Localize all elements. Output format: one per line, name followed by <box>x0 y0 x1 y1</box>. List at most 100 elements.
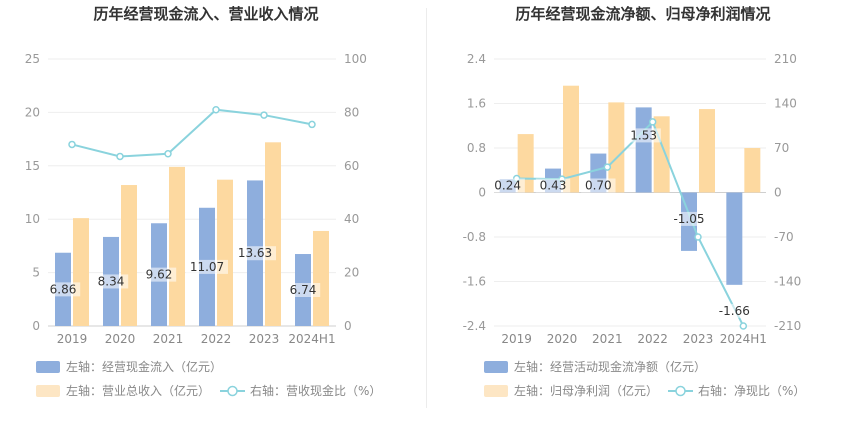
chart2-legend-netcf: 左轴：经营活动现金流净额（亿元） <box>514 359 706 374</box>
chart2-x-tick-label: 2020 <box>547 332 578 346</box>
chart1-data-label: 13.63 <box>238 246 272 260</box>
chart2-left-tick-label: 2.4 <box>467 52 486 66</box>
chart1-x-tick-label: 2021 <box>153 332 184 346</box>
chart2-legend-ratio: 右轴：净现比（%） <box>698 383 805 398</box>
chart1-ratio-point <box>116 152 124 161</box>
chart2-legend-swatch-ratio <box>668 385 693 397</box>
chart2-data-label: -1.66 <box>719 304 750 318</box>
chart1-data-label: 6.86 <box>50 282 77 296</box>
chart2-x-tick-label: 2021 <box>592 332 623 346</box>
chart1-data-label-bg <box>93 274 129 289</box>
chart2-left-tick-label: 0 <box>478 186 486 200</box>
chart1-ratio-point <box>212 105 220 114</box>
chart1-data-label: 9.62 <box>146 268 173 282</box>
chart2-right-tick-label: 140 <box>774 97 797 111</box>
chart2-title: 历年经营现金流净额、归母净利润情况 <box>515 5 770 23</box>
chart2-bar-primary <box>635 107 652 193</box>
chart1-data-label: 6.74 <box>290 283 317 297</box>
chart2-right-tick-label: -140 <box>774 275 801 289</box>
chart1-data-label-bg <box>285 283 321 298</box>
chart1-legend-revenue: 左轴：营业总收入（亿元） <box>66 383 210 398</box>
chart2-data-label-bg <box>581 178 616 193</box>
chart1-bar-secondary <box>313 230 329 326</box>
chart2-left-tick-label: -2.4 <box>463 319 486 333</box>
chart2-ratio-point <box>739 322 748 330</box>
chart1-bar-secondary <box>121 185 137 326</box>
chart2-bar-secondary <box>744 148 761 193</box>
panel-divider <box>426 8 427 408</box>
chart2-legend-swatch-netcf <box>484 361 508 373</box>
chart2-data-label-bg <box>668 211 710 226</box>
chart1-right-tick-label: 60 <box>344 159 359 173</box>
chart2-left-tick-label: -1.6 <box>463 275 486 289</box>
chart1-left-tick-label: 25 <box>25 52 40 66</box>
chart1-legend-swatch-revenue <box>36 385 60 397</box>
chart1-ratio-line <box>71 108 313 158</box>
chart2-ratio-point <box>648 118 657 126</box>
chart1-bar-secondary <box>217 179 233 326</box>
chart1-right-tick-label: 40 <box>344 212 359 226</box>
chart1-legend-swatch-inflow <box>36 361 60 373</box>
chart2-data-label-bg <box>626 128 661 143</box>
chart1-bar-secondary <box>169 166 185 326</box>
chart2-data-label: -1.05 <box>673 212 704 226</box>
chart1-left-tick-label: 10 <box>25 212 40 226</box>
chart2-data-label-bg <box>713 303 756 318</box>
chart1-title: 历年经营现金流入、营业收入情况 <box>93 5 318 23</box>
chart2-legend-swatch-profit <box>484 385 508 397</box>
chart2-left-tick-label: 1.6 <box>467 97 486 111</box>
chart2-bar-primary <box>726 192 743 285</box>
chart2-bar-secondary <box>608 102 625 193</box>
chart2-x-tick-label: 2023 <box>683 332 714 346</box>
chart2-right-tick-label: -70 <box>774 230 794 244</box>
chart1-data-label-bg <box>45 282 81 297</box>
chart2-ratio-point <box>694 233 702 241</box>
chart1-x-tick-label: 2022 <box>201 332 232 346</box>
chart2-left-tick-label: -0.8 <box>463 230 486 244</box>
chart2-x-tick-label: 2024H1 <box>720 332 767 346</box>
chart1-ratio-point <box>260 111 268 119</box>
chart1-x-tick-label: 2020 <box>105 332 136 346</box>
chart1-right-tick-label: 20 <box>344 266 359 280</box>
chart2-x-tick-label: 2022 <box>637 332 668 346</box>
chart2-data-label: 0.70 <box>585 179 612 193</box>
chart2-data-label: 0.24 <box>494 179 521 193</box>
chart1-x-tick-label: 2024H1 <box>288 332 335 346</box>
chart2-data-label-bg <box>490 178 525 193</box>
chart2-legend-profit: 左轴：归母净利润（亿元） <box>514 383 658 398</box>
chart1-left-tick-label: 15 <box>25 159 40 173</box>
chart1-x-tick-label: 2019 <box>57 332 88 346</box>
chart1-right-tick-label: 100 <box>344 52 367 66</box>
chart2-bar-secondary <box>563 85 579 193</box>
chart1-left-tick-label: 5 <box>32 266 40 280</box>
chart2-ratio-point <box>603 163 612 171</box>
chart2-right-tick-label: 210 <box>774 52 797 66</box>
chart1-data-label-bg <box>141 267 177 282</box>
chart2-left-tick-label: 0.8 <box>467 141 486 155</box>
chart2-data-label-bg <box>535 178 571 193</box>
chart1-x-tick-label: 2023 <box>249 332 280 346</box>
chart2-right-tick-label: -210 <box>774 319 801 333</box>
chart2-right-tick-label: 70 <box>774 141 789 155</box>
chart1-left-tick-label: 0 <box>32 319 40 333</box>
chart2-data-label: 1.53 <box>630 128 657 142</box>
chart1-data-label-bg <box>234 246 276 261</box>
chart1-right-tick-label: 80 <box>344 105 359 119</box>
chart1-ratio-point <box>68 140 76 149</box>
chart1-legend-swatch-ratio <box>220 385 245 397</box>
chart1-data-label: 8.34 <box>98 274 125 288</box>
chart1-bar-secondary <box>265 142 281 326</box>
chart1-ratio-point <box>164 150 172 158</box>
chart1-legend-inflow: 左轴：经营现金流入（亿元） <box>66 359 222 374</box>
chart1-data-label-bg <box>186 259 228 274</box>
chart2-right-tick-label: 0 <box>774 186 782 200</box>
chart2-data-label: 0.43 <box>540 179 567 193</box>
chart1-bar-secondary <box>73 218 89 326</box>
chart1-right-tick-label: 0 <box>344 319 352 333</box>
chart2-bar-secondary <box>699 109 715 193</box>
chart1-legend-ratio: 右轴：营收现金比（%） <box>250 383 381 398</box>
chart2-x-tick-label: 2019 <box>501 332 532 346</box>
chart1-ratio-point <box>308 120 316 129</box>
chart1-data-label: 11.07 <box>190 260 224 274</box>
